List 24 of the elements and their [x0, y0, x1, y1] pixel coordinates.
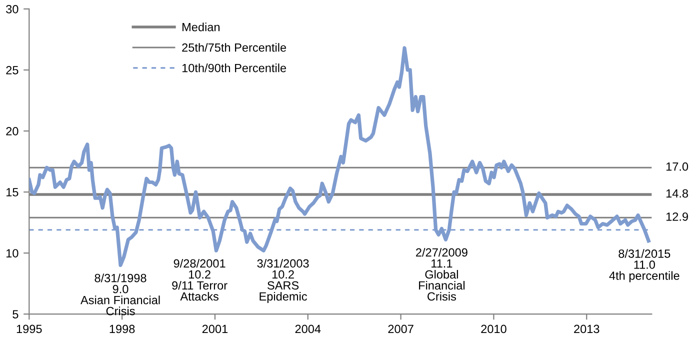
x-tick-label: 1998 — [110, 324, 135, 334]
annotation: 3/31/2003 10.2 SARS Epidemic — [257, 258, 309, 303]
x-tick-label: 2007 — [388, 324, 414, 334]
y-tick-label: 25 — [6, 66, 18, 74]
annotation: 14.8 — [666, 189, 688, 198]
x-tick-label: 2013 — [574, 324, 600, 334]
legend-label: 25th/75th Percentile — [182, 43, 286, 52]
legend-label: Median — [182, 22, 220, 32]
annotation: 8/31/1998 9.0 Asian Financial Crisis — [80, 274, 160, 316]
y-tick-label: 20 — [6, 127, 18, 136]
x-tick-label: 2001 — [202, 324, 228, 334]
y-tick-label: 5 — [12, 310, 18, 318]
annotation: 9/28/2001 10.2 9/11 Terror Attacks — [172, 258, 228, 301]
x-tick-label: 2004 — [295, 324, 321, 334]
annotation: 8/31/2015 11.0 4th percentile — [609, 249, 680, 282]
x-tick-label: 2010 — [481, 324, 506, 334]
annotation: 12.9 — [666, 212, 688, 221]
annotation: 17.0 — [666, 162, 688, 171]
y-tick-label: 15 — [6, 188, 18, 196]
y-tick-label: 30 — [6, 4, 18, 14]
y-tick-label: 10 — [6, 249, 18, 258]
annotation: 2/27/2009 11.1 Global Financial Crisis — [416, 248, 468, 301]
legend-label: 10th/90th Percentile — [182, 64, 286, 72]
x-tick-label: 1995 — [16, 324, 42, 334]
